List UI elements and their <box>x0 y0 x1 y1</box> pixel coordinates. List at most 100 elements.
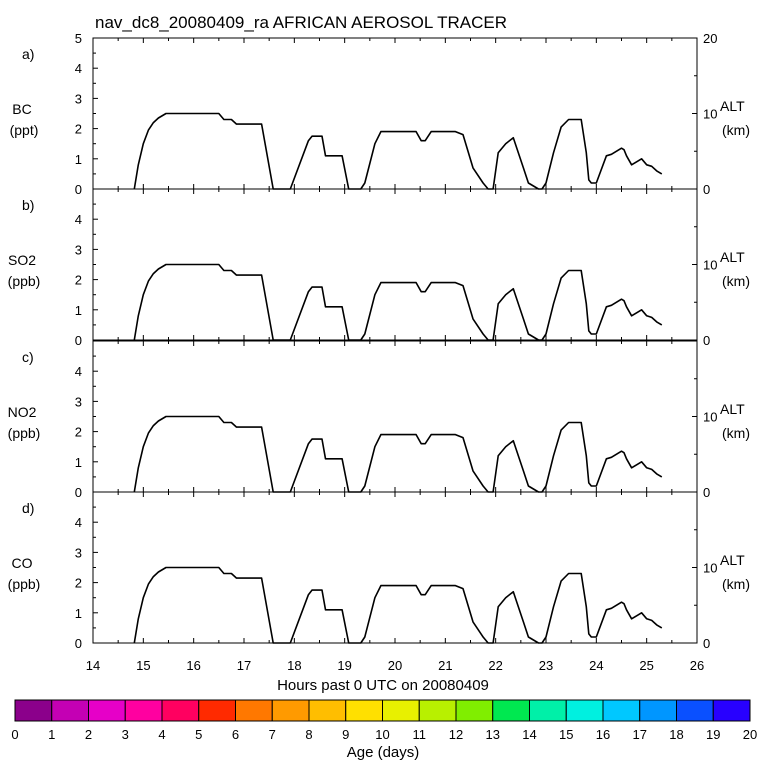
y-tick-label: 4 <box>75 61 82 76</box>
colorbar-tick-label: 19 <box>706 727 720 742</box>
y-tick-label: 1 <box>75 455 82 470</box>
y2-tick-label: 10 <box>703 107 717 122</box>
colorbar-label: Age (days) <box>347 744 420 761</box>
colorbar-swatch <box>345 699 383 722</box>
colorbar-tick-label: 7 <box>269 727 276 742</box>
y2-tick-label: 10 <box>703 258 717 273</box>
y-tick-label: 4 <box>75 515 82 530</box>
x-tick-label: 17 <box>237 658 251 673</box>
y-tick-label: 1 <box>75 606 82 621</box>
colorbar-tick-label: 13 <box>486 727 500 742</box>
data-series-line <box>133 566 663 644</box>
colorbar-tick-label: 14 <box>522 727 536 742</box>
y-axis-label: CO <box>12 555 33 571</box>
colorbar-tick-label: 10 <box>375 727 389 742</box>
colorbar-tick-label: 15 <box>559 727 573 742</box>
colorbar-swatch <box>271 699 310 722</box>
y-axis-label: SO2 <box>8 252 36 268</box>
colorbar-swatch <box>382 699 420 722</box>
y-tick-label: 2 <box>75 122 82 137</box>
y-tick-label: 2 <box>75 576 82 591</box>
colorbar-swatch <box>51 699 89 722</box>
y2-axis-label: ALT <box>720 249 745 265</box>
colorbar-swatch <box>124 699 163 722</box>
colorbar-swatch <box>455 699 494 722</box>
y-tick-label: 0 <box>75 636 82 651</box>
colorbar-swatch <box>492 699 530 722</box>
y-tick-label: 5 <box>75 31 82 46</box>
y2-tick-label: 20 <box>703 31 717 46</box>
colorbar-tick-label: 8 <box>305 727 312 742</box>
data-series-line <box>133 263 663 341</box>
colorbar-tick-label: 5 <box>195 727 202 742</box>
x-tick-label: 14 <box>86 658 100 673</box>
panel-letter: b) <box>22 197 34 213</box>
x-tick-label: 22 <box>488 658 502 673</box>
x-tick-label: 26 <box>690 658 704 673</box>
colorbar-swatch <box>529 699 567 722</box>
colorbar: 0 1 2 3 4 5 6 7 8 9 10 11 12 13 14 15 16 17 18 19 20 <box>11 699 757 742</box>
colorbar-tick-label: 12 <box>449 727 463 742</box>
y-axis-units: (ppb) <box>8 576 41 592</box>
panel-4: 0 1 2 3 4 0 10 d) CO (ppb) ALT (km) <box>8 491 750 651</box>
y2-axis-label: ALT <box>720 401 745 417</box>
y-tick-label: 3 <box>75 394 82 409</box>
y2-axis-units: (km) <box>722 425 750 441</box>
colorbar-swatch <box>418 699 457 722</box>
y-tick-label: 3 <box>75 545 82 560</box>
y2-tick-label: 0 <box>703 636 710 651</box>
y-tick-label: 3 <box>75 242 82 257</box>
colorbar-swatch <box>235 699 273 722</box>
y-tick-label: 4 <box>75 364 82 379</box>
data-series-line <box>133 415 663 493</box>
colorbar-swatch <box>88 699 126 722</box>
x-tick-label: 16 <box>186 658 200 673</box>
x-tick-label: 15 <box>136 658 150 673</box>
colorbar-tick-label: 18 <box>669 727 683 742</box>
y-tick-label: 2 <box>75 273 82 288</box>
panel-letter: d) <box>22 500 34 516</box>
x-axis-label: Hours past 0 UTC on 20080409 <box>277 677 489 694</box>
y-axis-units: (ppb) <box>8 425 41 441</box>
y-tick-label: 3 <box>75 91 82 106</box>
x-tick-label: 20 <box>388 658 402 673</box>
panel-2: 0 1 2 3 4 0 10 b) SO2 (ppb) ALT (km) <box>8 188 750 348</box>
colorbar-tick-label: 3 <box>122 727 129 742</box>
y-axis-label: NO2 <box>8 404 37 420</box>
colorbar-swatch <box>308 699 347 722</box>
y2-axis-label: ALT <box>720 552 745 568</box>
x-tick-label: 24 <box>589 658 603 673</box>
colorbar-swatch <box>14 699 53 722</box>
y-tick-label: 1 <box>75 303 82 318</box>
x-tick-label: 23 <box>539 658 553 673</box>
y-tick-label: 2 <box>75 425 82 440</box>
x-axis: 14 15 16 17 18 19 20 21 22 23 24 25 26 <box>86 658 704 673</box>
colorbar-swatch <box>161 699 200 722</box>
x-tick-label: 25 <box>639 658 653 673</box>
chart-title: nav_dc8_20080409_ra AFRICAN AEROSOL TRAC… <box>95 13 507 32</box>
colorbar-swatch <box>676 699 714 722</box>
colorbar-swatch <box>602 699 641 722</box>
panel-letter: a) <box>22 46 34 62</box>
y2-axis-units: (km) <box>722 122 750 138</box>
panel-1: 0 1 2 3 4 5 0 10 20 a) BC (ppt) ALT (km) <box>10 31 750 197</box>
colorbar-tick-label: 6 <box>232 727 239 742</box>
y2-tick-label: 0 <box>703 333 710 348</box>
colorbar-tick-label: 16 <box>596 727 610 742</box>
y2-tick-label: 10 <box>703 410 717 425</box>
colorbar-tick-label: 17 <box>633 727 647 742</box>
y2-tick-label: 10 <box>703 561 717 576</box>
colorbar-tick-label: 1 <box>48 727 55 742</box>
x-tick-label: 19 <box>337 658 351 673</box>
colorbar-swatch <box>198 699 236 722</box>
y-tick-label: 0 <box>75 182 82 197</box>
data-series-line <box>133 112 663 190</box>
x-tick-label: 18 <box>287 658 301 673</box>
panels: 01234501020a)BC(ppt)ALT(km)01234010b)SO2… <box>8 31 750 651</box>
colorbar-tick-label: 9 <box>342 727 349 742</box>
colorbar-tick-label: 0 <box>11 727 18 742</box>
y2-axis-units: (km) <box>722 576 750 592</box>
y-axis-label: BC <box>12 101 31 117</box>
